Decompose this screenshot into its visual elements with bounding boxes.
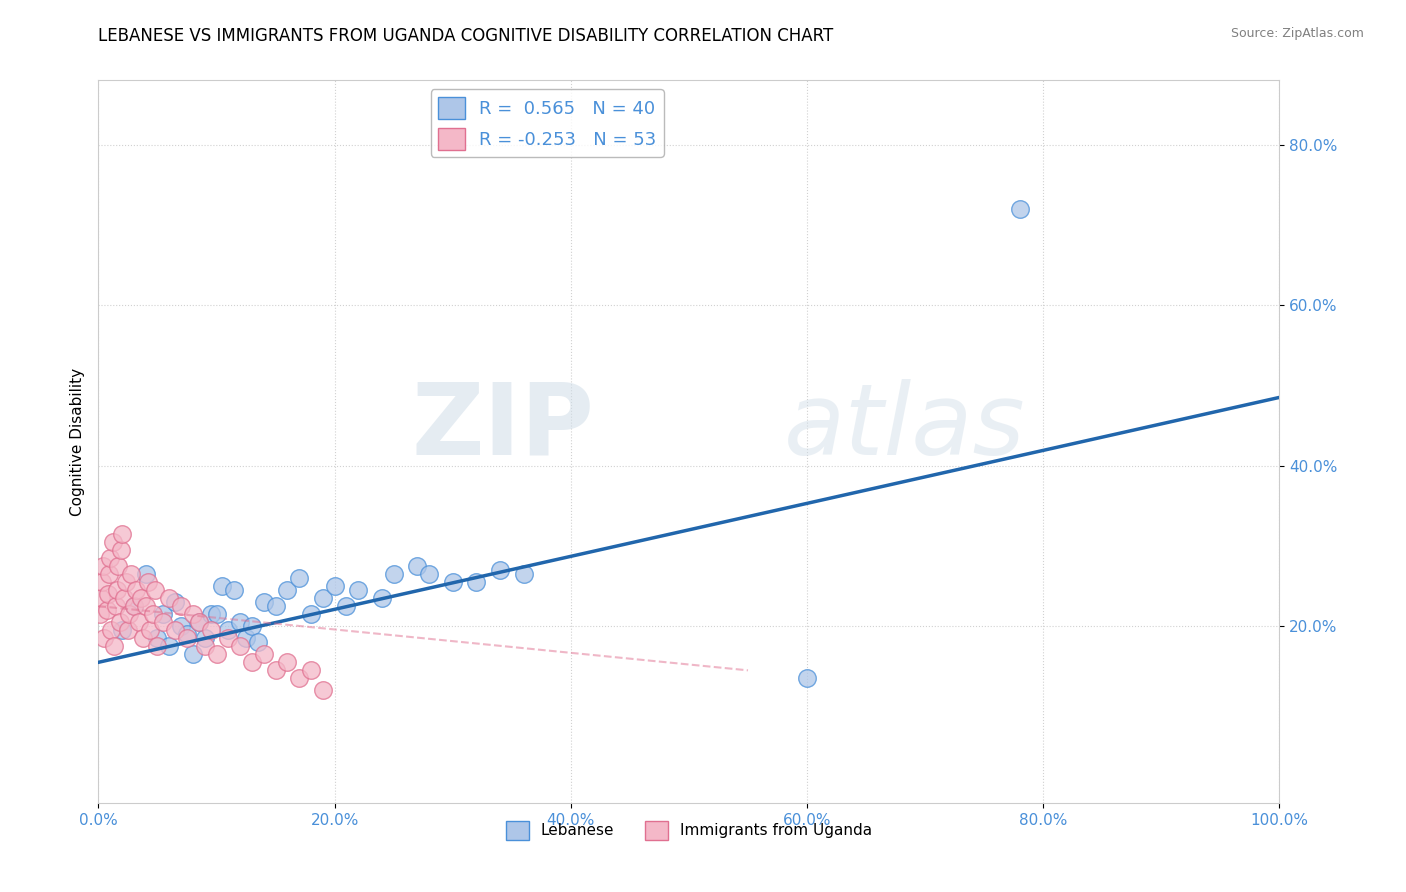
Text: ZIP: ZIP — [412, 378, 595, 475]
Point — [98, 551, 121, 566]
Point — [347, 583, 370, 598]
Point — [240, 619, 263, 633]
Point — [157, 591, 180, 606]
Point — [181, 648, 204, 662]
Point — [229, 639, 252, 653]
Point — [111, 526, 134, 541]
Point — [112, 591, 135, 606]
Point — [135, 599, 157, 614]
Point — [217, 632, 239, 646]
Point — [253, 648, 276, 662]
Point — [122, 599, 145, 614]
Point — [288, 571, 311, 585]
Point — [205, 648, 228, 662]
Point — [132, 632, 155, 646]
Point — [371, 591, 394, 606]
Point — [264, 664, 287, 678]
Point — [211, 579, 233, 593]
Point — [105, 599, 128, 614]
Point — [128, 615, 150, 630]
Point — [194, 632, 217, 646]
Point — [187, 615, 209, 630]
Point — [111, 623, 134, 637]
Point — [253, 595, 276, 609]
Y-axis label: Cognitive Disability: Cognitive Disability — [69, 368, 84, 516]
Point — [142, 607, 165, 621]
Point — [146, 632, 169, 646]
Point — [97, 587, 120, 601]
Point — [465, 574, 488, 589]
Point — [157, 639, 180, 653]
Point — [89, 607, 111, 621]
Legend: Lebanese, Immigrants from Uganda: Lebanese, Immigrants from Uganda — [499, 815, 879, 846]
Text: LEBANESE VS IMMIGRANTS FROM UGANDA COGNITIVE DISABILITY CORRELATION CHART: LEBANESE VS IMMIGRANTS FROM UGANDA COGNI… — [98, 27, 834, 45]
Point — [382, 567, 405, 582]
Point — [170, 599, 193, 614]
Point — [441, 574, 464, 589]
Point — [170, 619, 193, 633]
Point — [146, 639, 169, 653]
Point — [1008, 202, 1031, 216]
Point — [129, 591, 152, 606]
Point — [135, 567, 157, 582]
Point — [264, 599, 287, 614]
Point — [96, 603, 118, 617]
Point — [103, 639, 125, 653]
Text: Source: ZipAtlas.com: Source: ZipAtlas.com — [1230, 27, 1364, 40]
Point — [143, 583, 166, 598]
Point — [418, 567, 440, 582]
Point — [139, 623, 162, 637]
Point — [276, 583, 298, 598]
Point — [105, 583, 128, 598]
Point — [136, 574, 159, 589]
Point — [152, 607, 174, 621]
Point — [312, 591, 335, 606]
Point — [229, 615, 252, 630]
Point — [165, 595, 187, 609]
Point — [93, 632, 115, 646]
Point — [108, 615, 131, 630]
Point — [796, 671, 818, 685]
Point — [91, 558, 114, 573]
Point — [121, 567, 143, 582]
Point — [240, 655, 263, 669]
Point — [125, 583, 148, 598]
Point — [200, 623, 222, 637]
Point — [205, 607, 228, 621]
Point — [117, 623, 139, 637]
Point — [288, 671, 311, 685]
Point — [512, 567, 534, 582]
Point — [217, 623, 239, 637]
Point — [91, 574, 114, 589]
Point — [100, 623, 122, 637]
Point — [489, 563, 512, 577]
Point — [406, 558, 429, 573]
Point — [181, 607, 204, 621]
Point — [235, 632, 257, 646]
Point — [114, 574, 136, 589]
Point — [101, 534, 124, 549]
Point — [194, 639, 217, 653]
Point — [299, 607, 322, 621]
Point — [107, 558, 129, 573]
Point — [122, 599, 145, 614]
Point — [176, 627, 198, 641]
Point — [187, 615, 209, 630]
Point — [323, 579, 346, 593]
Point — [276, 655, 298, 669]
Point — [312, 683, 335, 698]
Point — [98, 567, 121, 582]
Point — [118, 607, 141, 621]
Point — [90, 591, 112, 606]
Point — [335, 599, 357, 614]
Point — [200, 607, 222, 621]
Point — [224, 583, 246, 598]
Point — [176, 632, 198, 646]
Point — [299, 664, 322, 678]
Text: atlas: atlas — [783, 378, 1025, 475]
Point — [246, 635, 269, 649]
Point — [165, 623, 187, 637]
Point — [110, 542, 132, 557]
Point — [152, 615, 174, 630]
